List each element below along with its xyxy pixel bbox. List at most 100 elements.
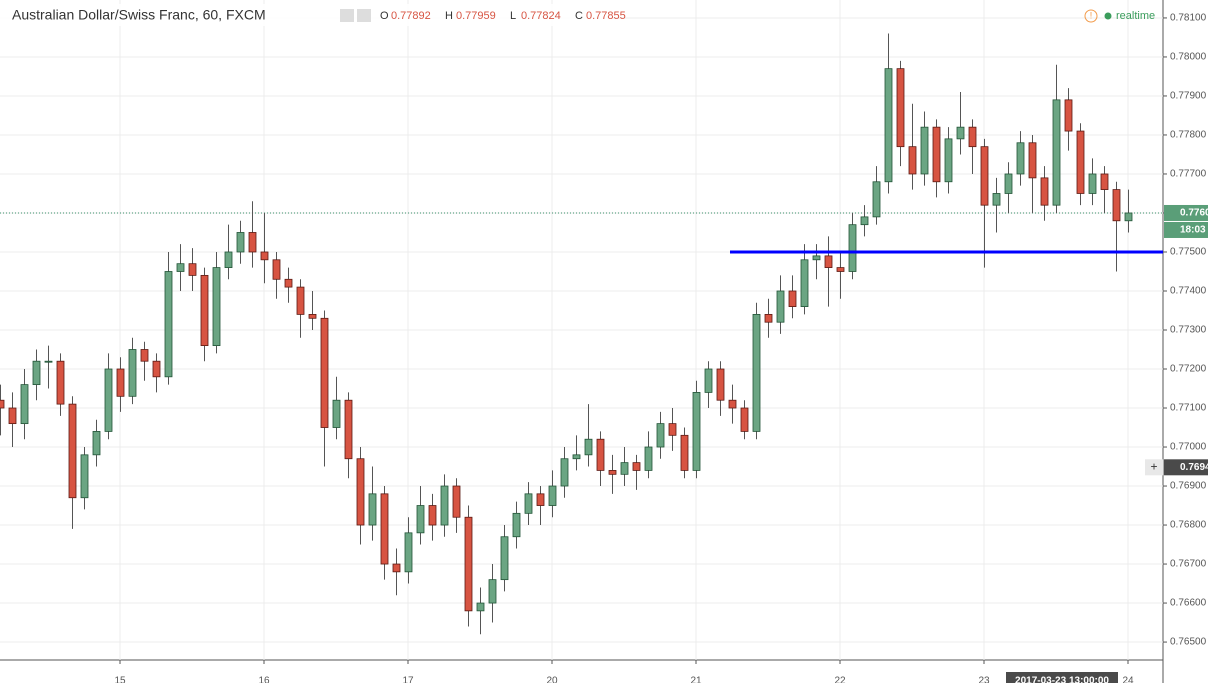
candle-body [608,470,617,475]
crosshair-price-box [1164,459,1208,476]
candle-body [188,263,197,276]
candle-body [548,485,557,506]
candle-body [632,462,641,471]
candle-body [152,360,161,378]
candle-body [116,368,125,397]
candle-body [536,493,545,506]
x-tick-label: 22 [834,676,846,683]
ohlc-value: 0.77855 [586,10,626,22]
ohlc-value: 0.77959 [456,10,496,22]
candle-body [236,232,245,253]
crosshair-price-label: 0.76948 [1180,462,1208,473]
candle-body [440,485,449,526]
candle-body [8,407,17,425]
candle-body [0,399,5,409]
countdown: 18:03 [1180,225,1206,236]
last-price-label: 0.77600 [1180,208,1208,219]
candle-body [284,278,293,288]
x-tick-label: 17 [402,676,414,683]
candle-body [488,579,497,604]
candle-body [1040,177,1049,206]
x-tick-label: 23 [978,676,990,683]
candle-body [680,434,689,471]
last-price-box [1164,204,1208,221]
candle-body [308,313,317,319]
ohlc-key: O [380,10,389,22]
candle-body [272,259,281,280]
candle-body [80,454,89,499]
candle-body [1052,99,1061,206]
x-tick-label: 24 [1122,676,1134,683]
candle-body [224,251,233,268]
countdown-box [1164,221,1208,238]
candle-body [392,563,401,573]
alert-mark: ! [1090,10,1093,20]
y-tick-label: 0.76500 [1170,637,1207,648]
candle-body [128,349,137,397]
ohlc-value: 0.77824 [521,10,561,22]
candle-body [692,392,701,471]
candle-body [656,423,665,448]
y-tick-label: 0.77800 [1170,130,1207,141]
candle-body [908,146,917,175]
candle-body [980,146,989,206]
candle-body [800,259,809,307]
y-tick-label: 0.76800 [1170,520,1207,531]
candle-body [524,493,533,514]
candle-body [296,286,305,315]
candle-body [356,458,365,526]
candle-body [836,267,845,272]
candle-body [140,349,149,362]
y-tick-label: 0.76700 [1170,559,1207,570]
crosshair-time-label: 2017-03-23 13:00:00 [1015,676,1109,683]
y-tick-label: 0.77300 [1170,325,1207,336]
overlay: Australian Dollar/Swiss Franc, 60, FXCM … [0,4,1208,683]
candle-body [992,193,1001,206]
candle-body [320,317,329,428]
candle-body [56,360,65,405]
candle-body [68,403,77,499]
candle-body [20,384,29,425]
x-tick-label: 15 [114,676,126,683]
ohlc-value: 0.77892 [391,10,431,22]
candle-body [944,138,953,183]
candle-body [212,267,221,347]
candle-body [404,532,413,573]
status-dot [1104,12,1112,20]
candle-body [1124,212,1133,222]
candle-body [500,536,509,581]
candle-body [1064,99,1073,132]
alert-icon [1084,9,1098,23]
ohlc-key: L [510,10,516,22]
candle-body [452,485,461,518]
y-tick-label: 0.77100 [1170,403,1207,414]
candle-body [764,313,773,323]
candle-body [1100,173,1109,190]
icon [340,9,354,22]
candle-body [728,399,737,409]
candle-body [956,126,965,140]
status: realtime [1116,10,1155,22]
header-bg [0,4,612,26]
candle-body [620,462,629,475]
candle-body [812,255,821,261]
y-tick-label: 0.77000 [1170,442,1207,453]
y-tick-label: 0.77200 [1170,364,1207,375]
candle-body [1028,142,1037,179]
candle-body [476,602,485,612]
candle-body [788,290,797,307]
candle-body [1088,173,1097,194]
candle-body [752,313,761,432]
candle-body [1076,130,1085,194]
candle-body [428,505,437,526]
candle-body [860,216,869,226]
crosshair-plus: + [1150,459,1157,473]
candle-body [344,399,353,460]
candle-body [32,360,41,386]
candle-body [824,255,833,268]
candle-body [716,368,725,401]
candle-body [512,512,521,538]
candle-body [896,68,905,148]
candle-body [704,368,713,393]
